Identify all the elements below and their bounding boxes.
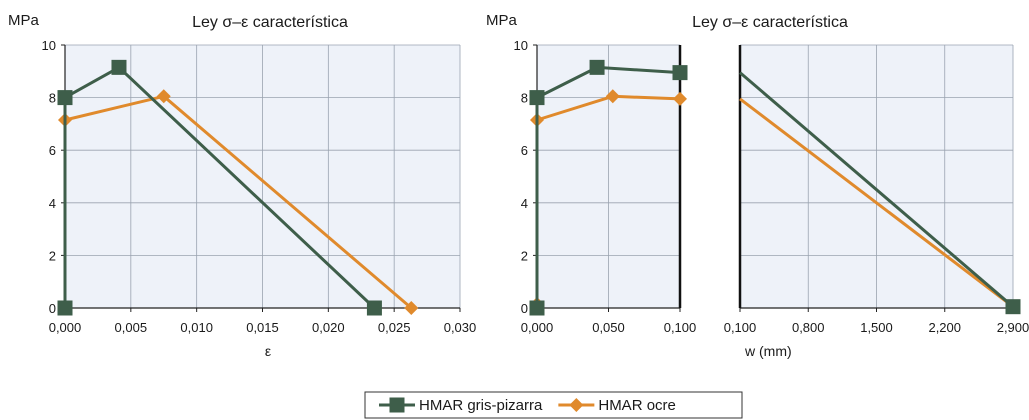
- x-tick-label-1: 0,050: [592, 320, 625, 335]
- series-line-gris-pizarra: [63, 65, 376, 310]
- data-point-gris-pizarra-1: [529, 90, 545, 106]
- y-tick-label-1: 2: [49, 248, 56, 263]
- data-point-gris-pizarra-1: [1005, 299, 1021, 315]
- y-tick-label-4: 8: [49, 91, 56, 106]
- x-tick-label-3: 0,015: [246, 320, 279, 335]
- x-tick-label-0: 0,100: [724, 320, 757, 335]
- x-tick-label-5: 0,025: [378, 320, 411, 335]
- x-tick-label-6: 0,030: [444, 320, 477, 335]
- x-axis-label: ε: [265, 343, 271, 359]
- x-tick-label-3: 2,200: [928, 320, 961, 335]
- data-point-gris-pizarra-2: [111, 59, 127, 75]
- legend-label-ocre: HMAR ocre: [598, 397, 676, 414]
- chart-panel-1: 0 2 4 6 8 10 0,000 0,005 0,010 0,015 0,020 0,025 0,0…: [8, 12, 476, 359]
- data-point-gris-pizarra-0: [529, 300, 545, 316]
- y-tick-label-2: 4: [521, 196, 528, 211]
- x-axis-label: w (mm): [744, 343, 792, 359]
- data-point-gris-pizarra-3: [672, 65, 688, 81]
- series-line-gris-pizarra: [739, 71, 1014, 308]
- y-tick-label-3: 6: [49, 143, 56, 158]
- y-tick-label-0: 0: [521, 301, 528, 316]
- x-tick-label-4: 0,020: [312, 320, 345, 335]
- legend: HMAR gris-pizarra HMAR ocre: [364, 391, 743, 419]
- data-point-gris-pizarra-2: [589, 59, 605, 75]
- chart-panel-3: 0,100 0,800 1,500 2,200 2,900 w (mm): [724, 44, 1029, 359]
- chart-panel-2: 0 2 4 6 8 10 0,000 0,050 0,100 Ley σ–ε caracterís…: [486, 12, 848, 335]
- x-tick-label-0: 0,000: [49, 320, 82, 335]
- chart-title: Ley σ–ε característica: [692, 14, 848, 31]
- y-tick-label-5: 10: [514, 38, 528, 53]
- y-tick-label-3: 6: [521, 143, 528, 158]
- x-tick-label-1: 0,005: [115, 320, 148, 335]
- data-point-ocre-2: [156, 89, 171, 104]
- x-tick-label-0: 0,000: [521, 320, 554, 335]
- x-tick-label-1: 0,800: [792, 320, 825, 335]
- y-tick-label-5: 10: [42, 38, 56, 53]
- legend-marker-ocre: [569, 398, 584, 412]
- legend-label-gris-pizarra: HMAR gris-pizarra: [419, 397, 543, 414]
- data-point-gris-pizarra-0: [57, 300, 73, 316]
- legend-marker-gris-pizarra: [389, 397, 405, 413]
- x-tick-label-4: 2,900: [997, 320, 1029, 335]
- y-axis-label: MPa: [8, 12, 40, 29]
- data-point-ocre-3: [673, 91, 687, 106]
- data-point-gris-pizarra-3: [366, 300, 382, 316]
- x-tick-label-2: 0,010: [180, 320, 213, 335]
- series-line-gris-pizarra: [535, 65, 681, 308]
- chart-title: Ley σ–ε característica: [192, 14, 348, 31]
- data-point-gris-pizarra-1: [57, 90, 73, 106]
- data-point-ocre-3: [404, 301, 419, 315]
- data-point-ocre-2: [605, 89, 620, 104]
- legend-box: [364, 391, 743, 419]
- y-tick-label-4: 8: [521, 91, 528, 106]
- y-tick-label-0: 0: [49, 301, 56, 316]
- y-tick-label-1: 2: [521, 248, 528, 263]
- series-line-ocre: [739, 97, 1014, 308]
- y-axis-label: MPa: [486, 12, 518, 29]
- x-tick-label-2: 1,500: [860, 320, 893, 335]
- x-tick-label-2: 0,100: [664, 320, 697, 335]
- y-tick-label-2: 4: [49, 196, 56, 211]
